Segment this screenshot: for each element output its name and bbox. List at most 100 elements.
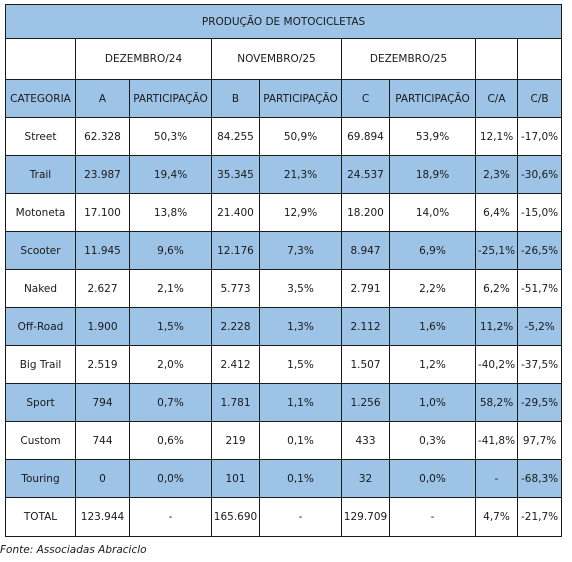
- value-cell: 21,3%: [259, 155, 342, 194]
- column-header: PARTICIPAÇÃO: [389, 79, 476, 118]
- value-cell: 50,9%: [259, 117, 342, 156]
- value-cell: 794: [75, 383, 130, 422]
- value-cell: 69.894: [341, 117, 390, 156]
- value-cell: -30,6%: [516, 155, 563, 194]
- table-title: PRODUÇÃO DE MOTOCICLETAS: [4, 4, 563, 39]
- value-cell: 219: [211, 421, 260, 460]
- table-row: Off-Road 1.900 1,5% 2.228 1,3% 2.112 1,6% 11,2%…: [5, 307, 563, 346]
- category-cell: Naked: [5, 269, 76, 308]
- value-cell: 0,7%: [129, 383, 212, 422]
- value-cell: -68,3%: [516, 459, 563, 498]
- value-cell: 1,0%: [389, 383, 476, 422]
- value-cell: 2.228: [211, 307, 260, 346]
- column-header: PARTICIPAÇÃO: [259, 79, 342, 118]
- value-cell: -17,0%: [516, 117, 563, 156]
- value-cell: -40,2%: [475, 345, 518, 384]
- value-cell: -41,8%: [475, 421, 518, 460]
- value-cell: -25,1%: [475, 231, 518, 270]
- value-cell: 2.412: [211, 345, 260, 384]
- value-cell: 21.400: [211, 193, 260, 232]
- value-cell: 7,3%: [259, 231, 342, 270]
- value-cell: -15,0%: [516, 193, 563, 232]
- source-note: Fonte: Associadas Abraciclo: [0, 544, 147, 556]
- column-header: C/A: [475, 79, 518, 118]
- value-cell: 1,6%: [389, 307, 476, 346]
- value-cell: 11,2%: [475, 307, 518, 346]
- table-row: Touring 0 0,0% 101 0,1% 32 0,0% - -68,3%: [5, 459, 563, 498]
- value-cell: 11.945: [75, 231, 130, 270]
- value-cell: 1.900: [75, 307, 130, 346]
- value-cell: 18.200: [341, 193, 390, 232]
- value-cell: 18,9%: [389, 155, 476, 194]
- category-cell: Scooter: [5, 231, 76, 270]
- value-cell: 1,5%: [259, 345, 342, 384]
- value-cell: 12.176: [211, 231, 260, 270]
- value-cell: 2,1%: [129, 269, 212, 308]
- value-cell: 2.627: [75, 269, 130, 308]
- period-header: DEZEMBRO/24: [75, 38, 212, 80]
- column-header: C/B: [516, 79, 563, 118]
- value-cell: 6,9%: [389, 231, 476, 270]
- value-cell: 24.537: [341, 155, 390, 194]
- table-row: TOTAL 123.944-165.690-129.709-4,7% -21,7%: [5, 497, 563, 537]
- table-row: Street 62.328 50,3% 84.255 50,9% 69.894 53,9% 1…: [5, 117, 563, 156]
- column-header: C: [341, 79, 390, 118]
- value-cell: 12,1%: [475, 117, 518, 156]
- value-cell: 2.791: [341, 269, 390, 308]
- value-cell: 433: [341, 421, 390, 460]
- category-cell: Trail: [5, 155, 76, 194]
- value-cell: 0,1%: [259, 421, 342, 460]
- column-header: A: [75, 79, 130, 118]
- value-cell: -: [475, 459, 518, 498]
- category-cell: Big Trail: [5, 345, 76, 384]
- category-cell: Custom: [5, 421, 76, 460]
- value-cell: 12,9%: [259, 193, 342, 232]
- value-cell: 17.100: [75, 193, 130, 232]
- period-header: NOVEMBRO/25: [211, 38, 342, 80]
- table-row: Scooter 11.945 9,6% 12.176 7,3% 8.947 6,9% -25,…: [5, 231, 563, 270]
- value-cell: 0,6%: [129, 421, 212, 460]
- period-header: DEZEMBRO/25: [341, 38, 476, 80]
- value-cell: -26,5%: [516, 231, 563, 270]
- value-cell: 6,4%: [475, 193, 518, 232]
- value-cell: 0: [75, 459, 130, 498]
- category-cell: TOTAL: [5, 497, 76, 537]
- value-cell: 0,3%: [389, 421, 476, 460]
- value-cell: 0,1%: [259, 459, 342, 498]
- value-cell: 6,2%: [475, 269, 518, 308]
- value-cell: -21,7%: [516, 497, 563, 537]
- empty-cell: [516, 38, 563, 80]
- value-cell: 23.987: [75, 155, 130, 194]
- value-cell: 14,0%: [389, 193, 476, 232]
- value-cell: 84.255: [211, 117, 260, 156]
- value-cell: 744: [75, 421, 130, 460]
- value-cell: 0,0%: [389, 459, 476, 498]
- value-cell: 35.345: [211, 155, 260, 194]
- value-cell: 2,0%: [129, 345, 212, 384]
- value-cell: 129.709: [341, 497, 390, 537]
- value-cell: 1.256: [341, 383, 390, 422]
- value-cell: 32: [341, 459, 390, 498]
- value-cell: 58,2%: [475, 383, 518, 422]
- table-row: Big Trail 2.519 2,0% 2.412 1,5% 1.507 1,2% -40,…: [5, 345, 563, 384]
- production-table: PRODUÇÃO DE MOTOCICLETAS DEZEMBRO/24 NOV…: [4, 4, 563, 537]
- value-cell: 1,5%: [129, 307, 212, 346]
- value-cell: 97,7%: [516, 421, 563, 460]
- value-cell: 2.112: [341, 307, 390, 346]
- value-cell: 9,6%: [129, 231, 212, 270]
- column-header-row: CATEGORIA A PARTICIPAÇÃO B PARTICIPAÇÃO C PART…: [5, 79, 563, 118]
- value-cell: 53,9%: [389, 117, 476, 156]
- value-cell: 123.944: [75, 497, 130, 537]
- empty-cell: [5, 38, 76, 80]
- value-cell: -: [259, 497, 342, 537]
- category-cell: Sport: [5, 383, 76, 422]
- value-cell: 2.519: [75, 345, 130, 384]
- value-cell: -: [389, 497, 476, 537]
- value-cell: 1.507: [341, 345, 390, 384]
- column-header: PARTICIPAÇÃO: [129, 79, 212, 118]
- category-cell: Touring: [5, 459, 76, 498]
- value-cell: 4,7%: [475, 497, 518, 537]
- value-cell: 62.328: [75, 117, 130, 156]
- table-row: Motoneta 17.100 13,8% 21.400 12,9% 18.200 14,0…: [5, 193, 563, 232]
- value-cell: -: [129, 497, 212, 537]
